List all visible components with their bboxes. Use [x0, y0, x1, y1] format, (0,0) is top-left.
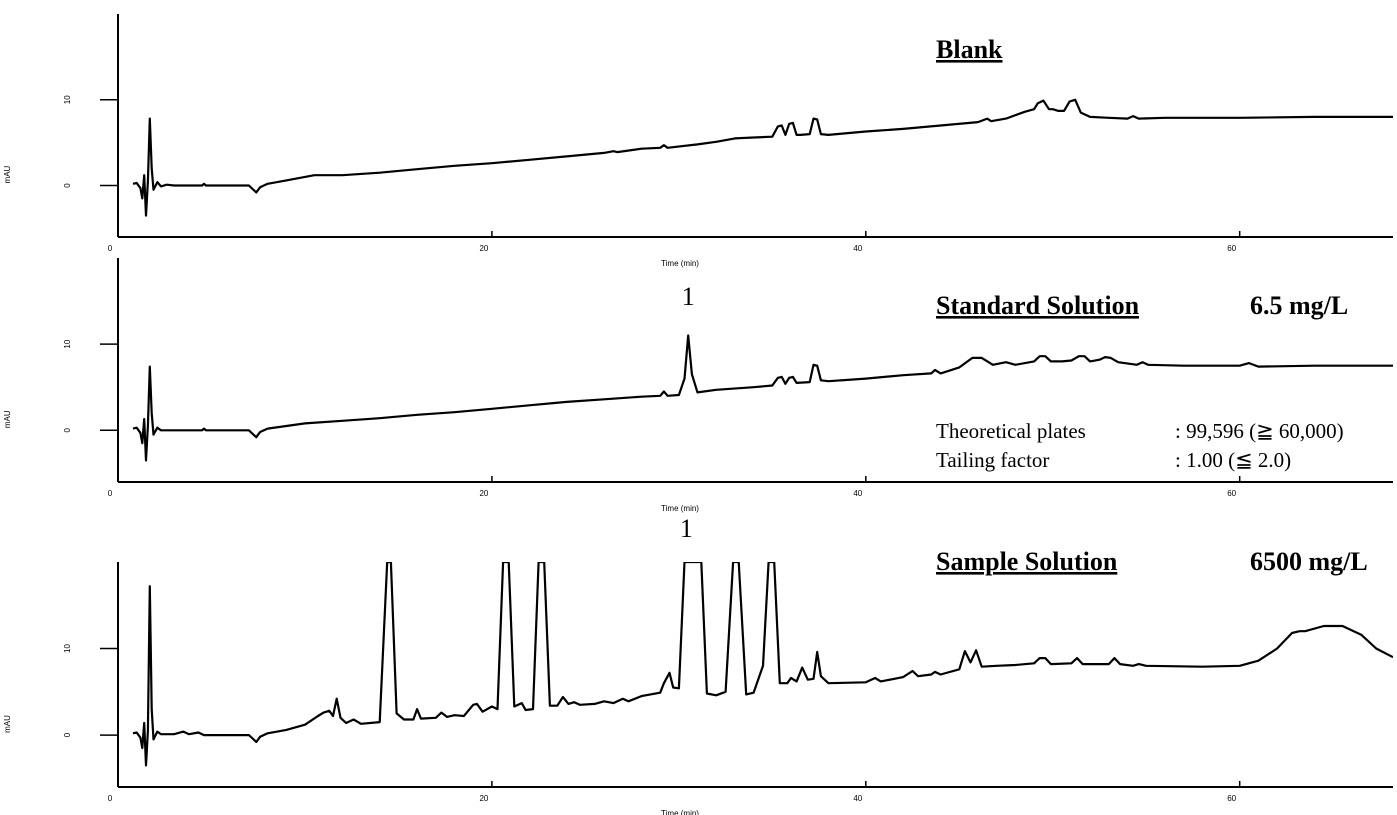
x-axis-label: Time (min) [661, 809, 699, 815]
x-tick-label: 60 [1227, 244, 1236, 253]
y-tick-label: 0 [63, 428, 72, 433]
x-tick-label: 0 [108, 489, 113, 498]
y-tick-label: 0 [63, 732, 72, 737]
y-tick-label: 10 [63, 644, 72, 653]
note-label: Theoretical plates [936, 419, 1086, 443]
y-axis-label: mAU [3, 715, 12, 733]
peak-label: 1 [680, 514, 693, 543]
x-tick-label: 60 [1227, 489, 1236, 498]
y-tick-label: 10 [63, 339, 72, 348]
panel-title: Standard Solution [936, 291, 1140, 320]
x-axis-label: Time (min) [661, 504, 699, 513]
y-tick-label: 0 [63, 183, 72, 188]
x-tick-label: 0 [108, 794, 113, 803]
x-tick-label: 20 [479, 794, 488, 803]
x-tick-label: 20 [479, 244, 488, 253]
concentration: 6.5 mg/L [1250, 291, 1348, 320]
y-axis-label: mAU [3, 165, 12, 183]
peak-label: 1 [682, 282, 695, 311]
chromatogram-trace [132, 562, 1393, 767]
panel-title: Sample Solution [936, 547, 1118, 576]
chromatogram-trace [132, 98, 1393, 217]
note-value: : 99,596 (≧ 60,000) [1175, 419, 1344, 443]
note-label: Tailing factor [936, 448, 1049, 472]
chromatogram-trace [132, 334, 1393, 462]
panel-title: Blank [936, 35, 1003, 64]
x-tick-label: 20 [479, 489, 488, 498]
x-tick-label: 60 [1227, 794, 1236, 803]
x-tick-label: 0 [108, 244, 113, 253]
note-value: : 1.00 (≦ 2.0) [1175, 448, 1291, 472]
x-tick-label: 40 [853, 489, 862, 498]
x-axis-label: Time (min) [661, 259, 699, 268]
x-tick-label: 40 [853, 244, 862, 253]
x-tick-label: 40 [853, 794, 862, 803]
concentration: 6500 mg/L [1250, 547, 1368, 576]
y-axis-label: mAU [3, 410, 12, 428]
y-tick-label: 10 [63, 95, 72, 104]
